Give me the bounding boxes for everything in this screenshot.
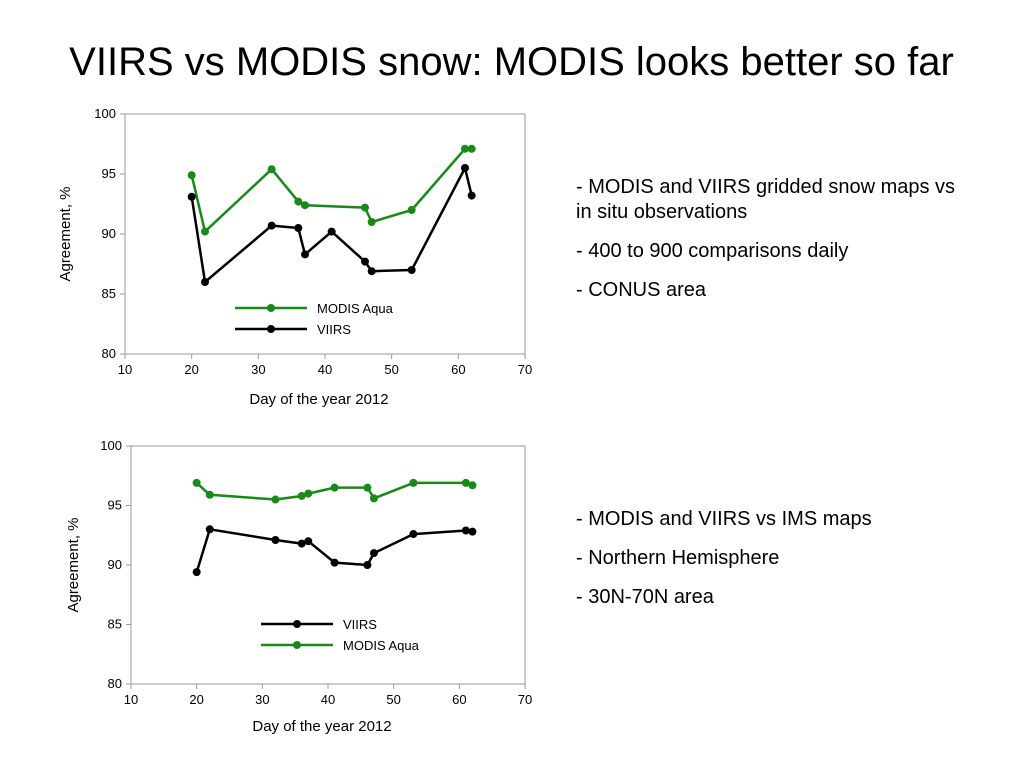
data-point-viirs xyxy=(304,537,313,546)
data-point-viirs xyxy=(327,227,336,236)
x-axis-label: Day of the year 2012 xyxy=(249,391,388,408)
x-tick-label: 70 xyxy=(518,692,532,707)
data-point-modis-aqua xyxy=(192,478,201,487)
x-axis-label: Day of the year 2012 xyxy=(252,718,391,735)
data-point-modis-aqua xyxy=(467,144,476,153)
data-point-viirs xyxy=(361,257,369,266)
data-point-modis-aqua xyxy=(205,490,214,499)
data-point-viirs xyxy=(201,278,209,286)
data-point-modis-aqua xyxy=(461,478,470,487)
data-point-modis-aqua xyxy=(363,483,372,492)
y-tick-label: 85 xyxy=(108,617,122,632)
series-line-modis-aqua xyxy=(190,147,472,233)
slide-title: VIIRS vs MODIS snow: MODIS looks better … xyxy=(69,40,954,84)
data-point-modis-aqua xyxy=(304,489,313,498)
data-point-modis-aqua xyxy=(369,494,378,503)
y-tick-label: 80 xyxy=(102,346,116,361)
legend-label-modis-aqua: MODIS Aqua xyxy=(317,301,394,316)
data-point-modis-aqua xyxy=(301,201,309,210)
data-point-viirs xyxy=(187,192,196,201)
data-point-viirs xyxy=(330,558,339,567)
bullet-item: - MODIS and VIIRS vs IMS maps xyxy=(576,508,872,530)
data-point-modis-aqua xyxy=(367,218,376,226)
x-tick-label: 20 xyxy=(189,692,203,707)
x-tick-label: 60 xyxy=(451,362,465,377)
x-tick-label: 30 xyxy=(251,362,265,377)
y-tick-label: 90 xyxy=(102,226,116,241)
x-tick-label: 40 xyxy=(321,692,335,707)
bullet-list-in-situ: - MODIS and VIIRS gridded snow maps vs i… xyxy=(576,175,956,317)
x-tick-label: 50 xyxy=(386,692,400,707)
x-tick-label: 20 xyxy=(184,362,198,377)
data-point-viirs xyxy=(461,526,470,535)
data-point-viirs xyxy=(468,527,477,536)
legend-marker-modis-aqua xyxy=(293,641,301,649)
x-tick-label: 10 xyxy=(124,692,138,707)
x-tick-label: 50 xyxy=(384,362,398,377)
data-point-modis-aqua xyxy=(330,483,339,492)
data-point-modis-aqua xyxy=(409,478,418,487)
data-point-viirs xyxy=(369,549,378,558)
data-point-viirs xyxy=(297,539,306,548)
data-point-modis-aqua xyxy=(187,171,196,180)
data-point-modis-aqua xyxy=(267,165,276,174)
data-point-viirs xyxy=(267,221,276,230)
bullet-item: - Northern Hemisphere xyxy=(576,547,780,569)
x-tick-label: 10 xyxy=(118,362,132,377)
x-tick-label: 70 xyxy=(518,362,532,377)
y-tick-label: 90 xyxy=(108,557,122,572)
data-point-viirs xyxy=(409,530,418,539)
legend-marker-viirs xyxy=(293,620,301,628)
bullet-list-ims: - MODIS and VIIRS vs IMS maps - Northern… xyxy=(576,507,956,624)
data-point-modis-aqua xyxy=(361,203,369,212)
bullet-item: - MODIS and VIIRS gridded snow maps vs i… xyxy=(576,176,956,223)
data-point-viirs xyxy=(363,561,372,569)
bullet-item: - 30N-70N area xyxy=(576,586,714,608)
x-tick-label: 40 xyxy=(318,362,332,377)
data-point-viirs xyxy=(192,568,201,577)
bullet-item: - CONUS area xyxy=(576,279,707,301)
x-tick-label: 60 xyxy=(452,692,466,707)
legend-marker-modis-aqua xyxy=(267,304,275,312)
bullet-item: - 400 to 900 comparisons daily xyxy=(576,240,849,262)
y-axis-label: Agreement, % xyxy=(57,186,74,281)
y-tick-label: 80 xyxy=(108,676,122,691)
data-point-viirs xyxy=(407,266,416,274)
legend-label-viirs: VIIRS xyxy=(343,617,377,632)
data-point-modis-aqua xyxy=(468,481,477,490)
data-point-viirs xyxy=(205,525,214,534)
data-point-viirs xyxy=(301,250,309,259)
data-point-viirs xyxy=(271,536,280,545)
data-point-viirs xyxy=(467,191,476,200)
data-point-modis-aqua xyxy=(271,495,280,504)
data-point-viirs xyxy=(367,267,376,276)
y-tick-label: 95 xyxy=(102,166,116,181)
x-tick-label: 30 xyxy=(255,692,269,707)
data-point-viirs xyxy=(461,164,469,172)
legend-label-modis-aqua: MODIS Aqua xyxy=(343,638,420,653)
y-axis-label: Agreement, % xyxy=(65,517,82,612)
data-point-modis-aqua xyxy=(407,206,416,214)
y-tick-label: 100 xyxy=(100,438,122,453)
data-point-modis-aqua xyxy=(297,491,306,500)
data-point-modis-aqua xyxy=(201,227,209,236)
data-point-viirs xyxy=(294,224,303,232)
legend-marker-viirs xyxy=(267,325,275,333)
legend-label-viirs: VIIRS xyxy=(317,322,351,337)
data-point-modis-aqua xyxy=(294,197,303,206)
y-tick-label: 100 xyxy=(94,106,116,121)
y-tick-label: 85 xyxy=(102,286,116,301)
y-tick-label: 95 xyxy=(108,498,122,513)
data-point-modis-aqua xyxy=(461,144,469,153)
